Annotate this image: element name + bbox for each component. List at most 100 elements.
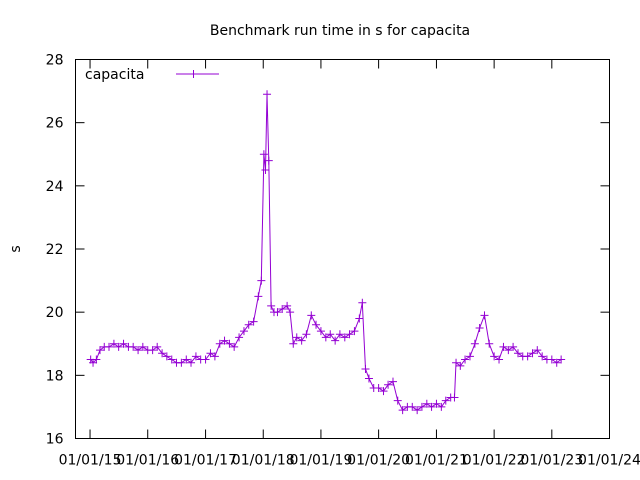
data-point	[249, 317, 258, 326]
data-point	[177, 358, 186, 367]
data-point	[167, 355, 176, 364]
data-point	[384, 380, 393, 389]
data-point	[134, 346, 143, 355]
data-point	[235, 333, 244, 342]
legend-marker	[189, 70, 198, 78]
data-point	[244, 320, 253, 329]
data-point	[331, 336, 340, 345]
data-point	[358, 298, 367, 307]
data-point	[239, 327, 248, 336]
plot-frame	[75, 59, 610, 439]
data-point	[297, 336, 306, 345]
data-point	[408, 402, 417, 411]
data-point	[340, 333, 349, 342]
data-point	[114, 342, 123, 351]
data-point	[552, 358, 561, 367]
data-point	[437, 402, 446, 411]
data-point	[264, 156, 273, 165]
data-point	[312, 320, 321, 329]
data-point	[292, 333, 301, 342]
data-point	[441, 396, 450, 405]
data-point	[490, 352, 499, 361]
data-point	[307, 311, 316, 320]
data-point	[533, 346, 542, 355]
chart-title: Benchmark run time in s for capacita	[210, 23, 470, 39]
data-point	[206, 349, 215, 358]
data-point	[350, 327, 359, 336]
data-point	[393, 396, 402, 405]
data-point	[283, 301, 292, 310]
x-tick-label: 01/01/19	[289, 453, 352, 469]
data-point	[261, 166, 270, 175]
data-point	[162, 352, 171, 361]
data-point	[379, 387, 388, 396]
data-point	[432, 399, 441, 408]
data-point	[452, 358, 461, 367]
y-tick-label: 24	[46, 179, 64, 195]
data-point	[557, 355, 566, 364]
data-point	[230, 342, 239, 351]
data-point	[547, 355, 556, 364]
data-point	[92, 355, 101, 364]
data-point	[456, 361, 465, 370]
y-axis-label: s	[8, 245, 24, 252]
data-point	[138, 342, 147, 351]
data-point	[263, 90, 272, 99]
series-capacita	[86, 90, 566, 415]
data-point	[326, 330, 335, 339]
data-point	[109, 339, 118, 348]
data-point	[465, 352, 474, 361]
x-tick-label: 01/01/21	[405, 453, 468, 469]
data-point	[278, 305, 287, 314]
data-point	[374, 383, 383, 392]
data-point	[210, 352, 219, 361]
data-point	[267, 301, 276, 310]
data-point	[259, 150, 268, 159]
legend-label-capacita: capacita	[85, 67, 144, 83]
data-point	[509, 342, 518, 351]
data-point	[201, 355, 210, 364]
data-point	[95, 346, 104, 355]
data-point	[538, 352, 547, 361]
data-point	[513, 349, 522, 358]
data-point	[504, 346, 513, 355]
data-point	[302, 330, 311, 339]
x-tick-label: 01/01/22	[463, 453, 526, 469]
data-point	[398, 406, 407, 415]
data-point	[187, 358, 196, 367]
data-point	[316, 327, 325, 336]
data-point	[475, 323, 484, 332]
data-point	[417, 402, 426, 411]
data-point	[225, 339, 234, 348]
y-tick-label: 28	[46, 53, 64, 69]
data-point	[254, 292, 263, 301]
data-point	[148, 346, 157, 355]
legend: capacita	[85, 67, 219, 83]
y-axis: 16 18 20 22 24 26 28	[46, 53, 610, 448]
data-point	[215, 339, 224, 348]
y-tick-label: 18	[46, 368, 64, 384]
data-point	[480, 311, 489, 320]
x-tick-label: 01/01/20	[347, 453, 410, 469]
data-point	[257, 276, 266, 285]
data-point	[413, 406, 422, 415]
data-point	[119, 339, 128, 348]
data-point	[388, 377, 397, 386]
data-point	[470, 339, 479, 348]
data-point	[286, 308, 295, 317]
x-tick-label: 01/01/15	[59, 453, 122, 469]
data-point	[427, 402, 436, 411]
data-point	[105, 342, 114, 351]
x-axis: 01/01/1501/01/1601/01/1701/01/1801/01/19…	[59, 59, 640, 469]
y-tick-label: 16	[46, 432, 64, 448]
data-point	[450, 393, 459, 402]
data-point	[273, 308, 282, 317]
data-point	[321, 333, 330, 342]
data-point	[153, 342, 162, 351]
data-point	[499, 342, 508, 351]
x-tick-label: 01/01/16	[116, 453, 179, 469]
data-point	[345, 330, 354, 339]
x-tick-label: 01/01/18	[232, 453, 295, 469]
y-tick-label: 26	[46, 116, 64, 132]
